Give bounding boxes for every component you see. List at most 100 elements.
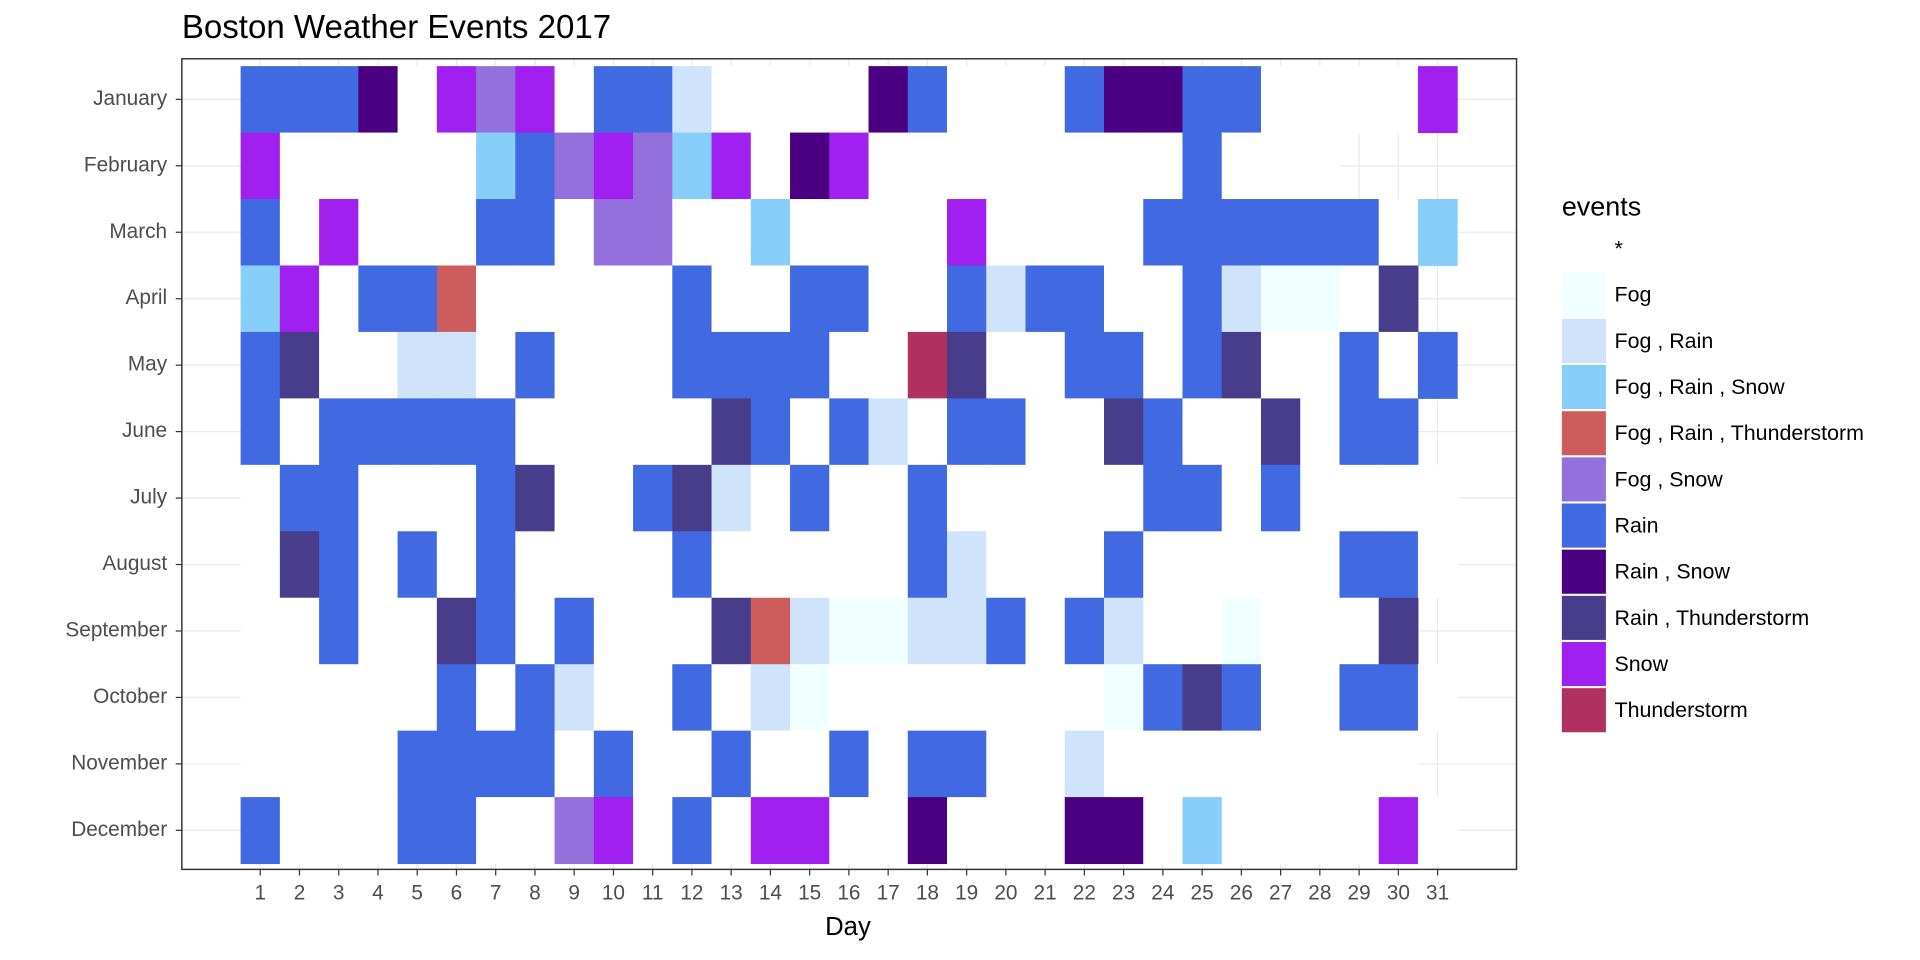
cell <box>1417 664 1458 732</box>
cell <box>1064 265 1105 333</box>
cell <box>436 398 477 466</box>
legend-key <box>1561 503 1606 548</box>
cell <box>319 398 359 466</box>
cell <box>240 331 281 399</box>
cell <box>593 664 634 732</box>
cell <box>279 331 320 399</box>
cell <box>1025 531 1066 599</box>
cell <box>1300 531 1340 599</box>
cell <box>436 531 477 599</box>
cell <box>554 331 595 399</box>
x-tick-label: 3 <box>333 881 345 904</box>
cell <box>1104 398 1144 466</box>
cell <box>1221 664 1262 732</box>
cell <box>397 531 438 599</box>
cell <box>554 597 595 665</box>
cell <box>1104 66 1144 134</box>
cell <box>1300 730 1340 798</box>
cell <box>1378 464 1419 532</box>
cell <box>515 132 556 200</box>
cell <box>1025 66 1066 134</box>
cell <box>750 464 791 532</box>
cell <box>986 132 1026 200</box>
cell <box>1339 199 1380 266</box>
cell <box>672 132 713 200</box>
x-tick-label: 25 <box>1191 881 1214 904</box>
cell <box>1064 331 1105 399</box>
cell <box>1417 797 1458 865</box>
cell <box>1182 531 1223 599</box>
cell <box>790 664 830 732</box>
legend: * Fog Fog , Rain Fog , Rain , Snow Fog , Rai… <box>1561 226 1864 733</box>
cell <box>711 664 752 732</box>
legend-key <box>1561 457 1606 502</box>
cell <box>1260 730 1301 798</box>
cell <box>633 199 673 266</box>
cell <box>829 531 870 599</box>
axes: 1 2 3 4 5 6 7 8 9 10 11 12 13 14 15 16 17 18 19 20 21 22 23 24 2… <box>65 87 1449 905</box>
cell <box>436 597 477 665</box>
cell <box>986 531 1026 599</box>
cell <box>1143 331 1183 399</box>
cell <box>515 797 556 865</box>
cell <box>1300 797 1340 865</box>
cell <box>515 531 556 599</box>
cell <box>1221 464 1262 532</box>
cell <box>907 531 948 599</box>
cell <box>633 132 673 200</box>
y-tick-label: February <box>84 153 168 176</box>
cell <box>868 398 909 466</box>
cell <box>1143 199 1183 266</box>
cell <box>358 464 399 532</box>
cell <box>672 531 713 599</box>
cell <box>1104 331 1144 399</box>
cell <box>829 331 870 399</box>
cell <box>436 132 477 200</box>
cell <box>907 66 948 134</box>
x-tick-label: 1 <box>254 881 266 904</box>
cell <box>1378 398 1419 466</box>
cell <box>1260 531 1301 599</box>
x-tick-label: 13 <box>720 881 743 904</box>
cell <box>711 730 752 798</box>
cell <box>436 464 477 532</box>
cell <box>358 265 399 333</box>
x-tick-label: 31 <box>1426 881 1449 904</box>
cell <box>358 730 399 798</box>
cell <box>947 132 987 200</box>
cell <box>515 66 556 134</box>
cell <box>829 464 870 532</box>
cell <box>515 597 556 665</box>
cell <box>1339 730 1380 798</box>
cell <box>790 531 830 599</box>
y-tick-label: July <box>130 486 168 509</box>
y-tick-label: May <box>128 353 168 376</box>
cell <box>868 66 909 134</box>
cell <box>1378 664 1419 732</box>
cell <box>1339 398 1380 466</box>
cell <box>790 66 830 134</box>
cell <box>868 531 909 599</box>
cell <box>672 265 713 333</box>
cell <box>1064 531 1105 599</box>
cell <box>1025 597 1066 665</box>
cell <box>750 265 791 333</box>
cell <box>790 730 830 798</box>
cell <box>476 797 516 865</box>
cell <box>358 531 399 599</box>
cell <box>750 531 791 599</box>
x-tick-label: 28 <box>1308 881 1331 904</box>
cell <box>397 265 438 333</box>
cell <box>515 265 556 333</box>
cell <box>790 597 830 665</box>
cell <box>672 66 713 134</box>
cell <box>358 331 399 399</box>
cell <box>1143 66 1183 134</box>
cell <box>240 797 281 865</box>
cell <box>1300 398 1340 466</box>
cell <box>1417 199 1458 266</box>
cell <box>240 464 281 532</box>
cell <box>907 398 948 466</box>
cell <box>1104 199 1144 266</box>
cell <box>1260 797 1301 865</box>
